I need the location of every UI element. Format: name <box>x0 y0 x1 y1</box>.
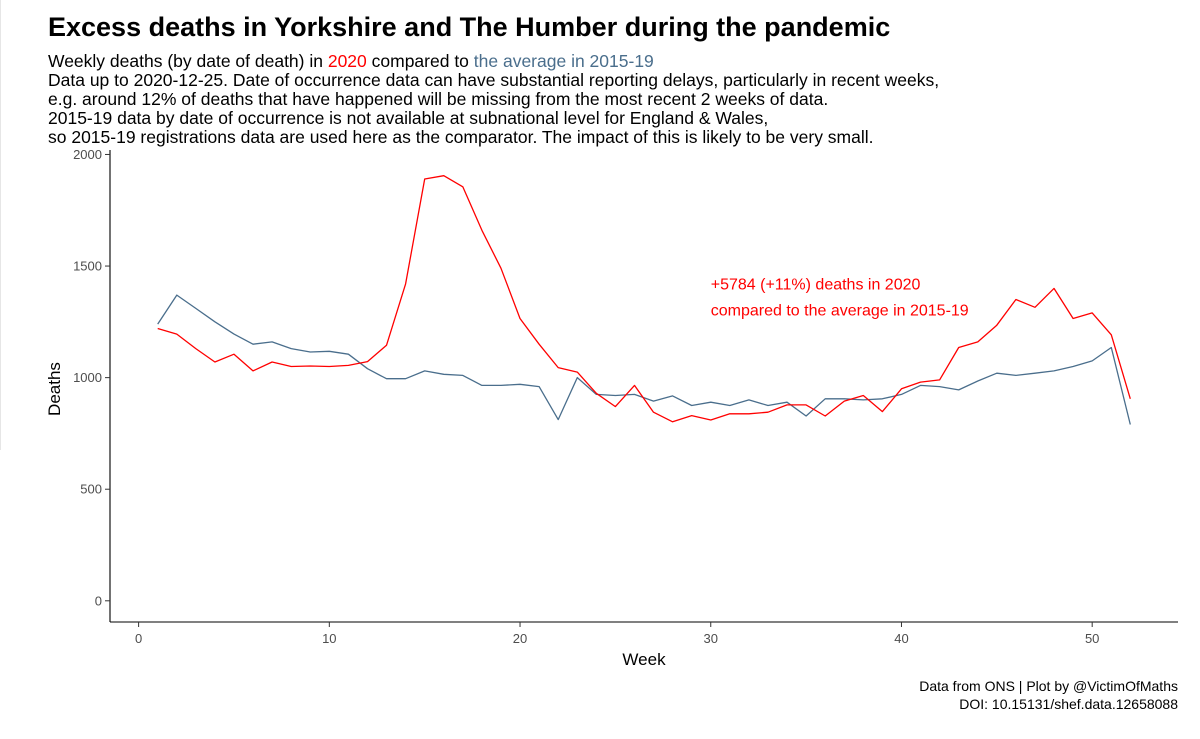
chart-title: Excess deaths in Yorkshire and The Humbe… <box>48 12 891 42</box>
subtitle-text: compared to <box>366 51 474 71</box>
x-tick-label: 20 <box>513 631 527 646</box>
y-tick-label: 1500 <box>73 259 102 274</box>
y-tick-label: 500 <box>80 482 102 497</box>
chart-subtitle: Weekly deaths (by date of death) in 2020… <box>48 52 939 147</box>
chart-axes: 0 500 1000 1500 2000 0 10 20 30 40 50 <box>73 147 1178 646</box>
series-2020-line <box>157 175 1131 423</box>
y-axis-title: Deaths <box>45 362 64 416</box>
subtitle-line-3: e.g. around 12% of deaths that have happ… <box>48 89 829 109</box>
caption-line-2: DOI: 10.15131/shef.data.12658088 <box>959 696 1178 712</box>
chart-series <box>157 175 1131 425</box>
subtitle-line-4: 2015-19 data by date of occurrence is no… <box>48 108 769 128</box>
x-tick-label: 50 <box>1085 631 1099 646</box>
x-axis-title: Week <box>622 650 666 669</box>
y-tick-label: 2000 <box>73 147 102 162</box>
x-tick-label: 10 <box>322 631 336 646</box>
annotation-line-1: +5784 (+11%) deaths in 2020 <box>711 276 921 293</box>
subtitle-text: Weekly deaths (by date of death) in <box>48 51 328 71</box>
chart-caption: Data from ONS | Plot by @VictimOfMaths D… <box>919 677 1178 713</box>
subtitle-line-5: so 2015-19 registrations data are used h… <box>48 127 874 147</box>
subtitle-line-1: Weekly deaths (by date of death) in 2020… <box>48 52 939 71</box>
subtitle-line-2: Data up to 2020-12-25. Date of occurrenc… <box>48 70 940 90</box>
x-tick-label: 40 <box>894 631 908 646</box>
left-edge-line <box>0 0 1 450</box>
subtitle-average-highlight: the average in 2015-19 <box>473 51 654 71</box>
y-tick-label: 1000 <box>73 370 102 385</box>
x-tick-label: 0 <box>135 631 142 646</box>
y-tick-label: 0 <box>95 593 102 608</box>
annotation-line-2: compared to the average in 2015-19 <box>711 302 969 319</box>
series-average-line <box>157 294 1131 425</box>
subtitle-2020-highlight: 2020 <box>327 51 367 71</box>
caption-line-1: Data from ONS | Plot by @VictimOfMaths <box>919 678 1178 694</box>
x-tick-label: 30 <box>704 631 718 646</box>
